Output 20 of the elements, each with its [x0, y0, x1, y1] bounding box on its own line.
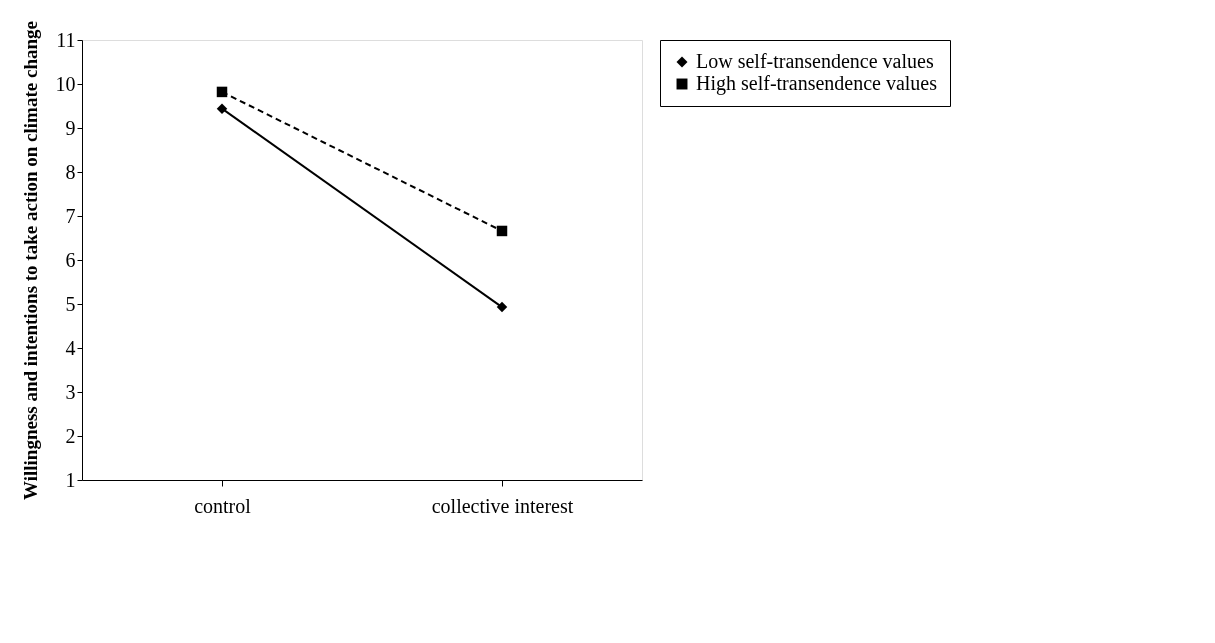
y-axis-title: Willingness and intentions to take action on climate change — [19, 21, 41, 500]
y-tick-label: 11 — [56, 28, 76, 51]
point — [216, 103, 228, 114]
y-tick-label: 3 — [65, 380, 76, 403]
legend-label: High self-transendence values — [696, 72, 938, 95]
y-tick-label: 5 — [65, 292, 76, 315]
x-tick-label: collective interest — [431, 494, 574, 517]
point — [496, 301, 508, 313]
y-tick-label: 6 — [65, 248, 76, 271]
y-tick-label: 2 — [65, 424, 76, 447]
y-tick-label: 7 — [65, 204, 76, 227]
x-tick-label: control — [194, 494, 252, 517]
y-tick-label: 9 — [65, 116, 76, 139]
y-tick-label: 1 — [65, 468, 76, 491]
legend-label: Low self-transendence values — [696, 50, 934, 72]
y-tick-label: 8 — [65, 160, 76, 183]
point — [496, 225, 508, 237]
point — [216, 86, 228, 98]
y-tick-label: 4 — [65, 336, 76, 359]
y-tick-label: 10 — [55, 72, 76, 95]
